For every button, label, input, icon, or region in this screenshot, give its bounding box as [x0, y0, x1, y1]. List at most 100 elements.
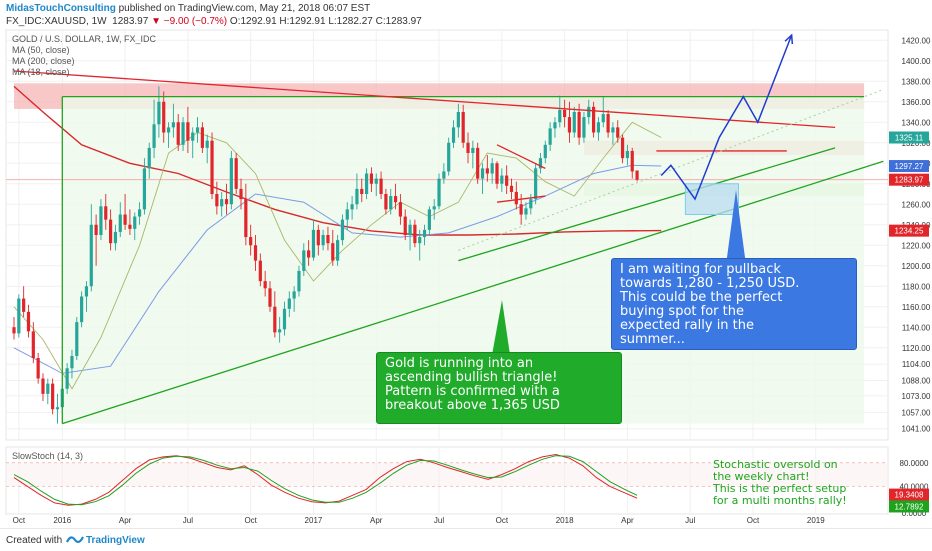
- trendline-triangle-base: [62, 160, 884, 425]
- y-tick-label: 1420.00: [902, 36, 931, 45]
- candle-body: [408, 224, 412, 235]
- candle-body: [393, 196, 398, 203]
- y-tick-label: 1200.00: [902, 262, 931, 271]
- y-tick-label: 1120.00: [902, 344, 931, 353]
- candle-body: [239, 188, 243, 200]
- candle-body: [123, 214, 127, 225]
- candle-body: [147, 147, 151, 169]
- ohlc-values: O:1292.91 H:1292.91 L:1282.27 C:1283.97: [229, 16, 422, 27]
- candle-body: [282, 308, 287, 330]
- candle-body: [630, 150, 634, 172]
- candle-body: [31, 331, 35, 358]
- candle-body: [176, 122, 180, 145]
- forecast-arrowhead-icon: [784, 33, 794, 45]
- candle-body: [26, 311, 31, 332]
- stoch-value-label: 19.3408: [895, 491, 924, 500]
- published-text: published on TradingView.com, May 21, 20…: [118, 3, 371, 14]
- candle-body: [65, 368, 69, 389]
- trendline-red-downtrend: [13, 70, 836, 129]
- x-tick-label: Oct: [747, 516, 760, 525]
- candle-body: [316, 229, 320, 246]
- price-label-bg: [889, 173, 929, 186]
- candle-body: [625, 150, 630, 159]
- candle-body: [152, 124, 156, 148]
- tradingview-logo-icon: [66, 532, 84, 549]
- candle-body: [46, 383, 50, 394]
- candle-body: [307, 250, 311, 258]
- chart-header: MidasTouchConsulting published on Tradin…: [0, 0, 932, 30]
- candle-body: [263, 281, 267, 289]
- x-tick-label: Apr: [119, 516, 132, 525]
- candle-body: [577, 112, 581, 138]
- y-tick-label: 1104.00: [902, 360, 931, 369]
- stoch-tick-label: 80.0000: [900, 459, 929, 468]
- candle-body: [384, 194, 388, 210]
- candle-body: [447, 142, 451, 172]
- x-tick-label: Jul: [434, 516, 444, 525]
- publisher-name[interactable]: MidasTouchConsulting: [6, 3, 116, 14]
- candle-body: [398, 202, 402, 217]
- candle-body: [379, 178, 383, 194]
- tradingview-brand[interactable]: TradingView: [86, 535, 145, 546]
- candle-body: [94, 224, 98, 235]
- candle-body: [229, 158, 233, 205]
- candle-body: [234, 158, 238, 189]
- dotted-trend-extension: [458, 88, 884, 251]
- x-tick-label: Jul: [685, 516, 695, 525]
- candle-body: [249, 237, 253, 246]
- candle-body: [563, 109, 567, 118]
- candle-body: [519, 204, 523, 215]
- ma18-line: [13, 121, 662, 390]
- x-tick-label: Apr: [370, 516, 383, 525]
- candle-body: [133, 216, 137, 229]
- candle-body: [616, 127, 620, 138]
- candle-body: [195, 127, 200, 133]
- candle-body: [321, 235, 325, 246]
- stoch-tick-label: 0.0000: [902, 509, 927, 518]
- candle-body: [596, 122, 601, 133]
- candle-body: [268, 288, 272, 307]
- candle-body: [360, 188, 364, 194]
- candle-body: [55, 407, 60, 410]
- price-label: 1234.25: [895, 227, 924, 236]
- publisher-line: MidasTouchConsulting published on Tradin…: [6, 2, 370, 15]
- candle-body: [17, 298, 21, 334]
- stoch-value-label-bg: [889, 500, 929, 513]
- last-price: 1283.97: [112, 16, 149, 27]
- symbol: FX_IDC:XAUUSD, 1W: [6, 16, 107, 27]
- candle-body: [162, 101, 166, 133]
- pullback-target-box: [684, 183, 739, 215]
- candle-body: [485, 168, 489, 174]
- candle-body: [224, 199, 229, 205]
- candle-body: [601, 114, 605, 123]
- candle-body: [84, 286, 89, 297]
- candle-body: [558, 109, 562, 123]
- candle-body: [118, 214, 122, 232]
- candle-body: [99, 206, 103, 235]
- candle-body: [302, 250, 306, 271]
- x-tick-label: Jul: [183, 516, 193, 525]
- candle-body: [553, 122, 557, 129]
- x-tick-label: Oct: [496, 516, 509, 525]
- candle-body: [331, 243, 335, 261]
- candle-body: [451, 127, 456, 143]
- candle-body: [166, 127, 171, 133]
- candle-body: [466, 142, 470, 153]
- candle-body: [524, 208, 528, 215]
- candle-body: [278, 329, 282, 333]
- candle-body: [442, 171, 446, 179]
- candle-body: [137, 209, 142, 217]
- candle-body: [191, 132, 195, 141]
- candle-body: [326, 235, 330, 244]
- candle-body: [253, 245, 258, 261]
- candle-body: [89, 224, 93, 287]
- candle-body: [336, 240, 340, 261]
- candle-body: [422, 229, 427, 238]
- candle-body: [505, 175, 509, 186]
- x-tick-label: 2017: [305, 516, 323, 525]
- price-label-bg: [889, 160, 929, 173]
- candle-body: [538, 158, 543, 169]
- x-tick-label: 2018: [556, 516, 574, 525]
- legend-title: GOLD / U.S. DOLLAR, 1W, FX_IDC: [12, 34, 157, 44]
- price-label: 1283.97: [895, 176, 924, 185]
